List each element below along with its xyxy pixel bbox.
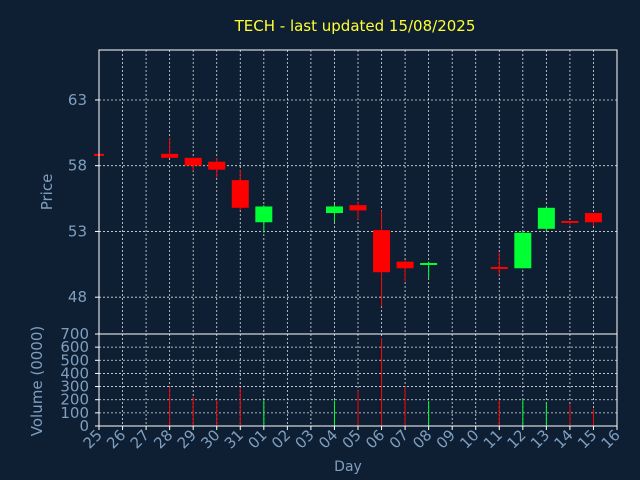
candle-body-14: [561, 220, 579, 223]
candle-body-30: [208, 161, 226, 170]
candle-body-06: [373, 230, 391, 273]
candle-body-05: [349, 205, 367, 211]
day-tick-label-14: 14: [551, 426, 577, 452]
day-tick-label-15: 15: [574, 426, 600, 452]
volume-tick-label-100: 100: [60, 404, 89, 422]
day-tick-label-13: 13: [527, 426, 553, 452]
day-tick-label-12: 12: [503, 426, 529, 452]
candle-body-28: [161, 153, 179, 158]
day-tick-label-27: 27: [127, 426, 153, 452]
day-tick-label-31: 31: [221, 426, 247, 452]
volume-tick-label-400: 400: [60, 364, 89, 382]
day-tick-label-09: 09: [433, 426, 459, 452]
volume-panel-frame: [98, 333, 618, 427]
candle-body-07: [396, 261, 414, 269]
day-tick-label-06: 06: [362, 426, 388, 452]
candle-body-12: [514, 232, 532, 269]
price-tick-label-48: 48: [68, 288, 87, 306]
candle-body-15: [584, 213, 602, 223]
day-tick-label-03: 03: [292, 426, 318, 452]
price-tick-label-63: 63: [68, 91, 87, 109]
day-tick-label-05: 05: [339, 426, 365, 452]
candle-body-08: [420, 263, 438, 265]
price-axis-label: Price: [38, 174, 56, 211]
chart-title: TECH - last updated 15/08/2025: [234, 17, 476, 35]
day-tick-label-10: 10: [456, 426, 482, 452]
volume-axis-label: Volume (0000): [28, 326, 46, 436]
volume-tick-label-600: 600: [60, 338, 89, 356]
candle-body-11: [490, 266, 508, 269]
candle-body-13: [537, 207, 555, 229]
volume-series: [169, 337, 594, 426]
volume-tick-label-700: 700: [60, 325, 89, 343]
day-tick-label-01: 01: [244, 426, 270, 452]
day-tick-label-28: 28: [150, 426, 176, 452]
day-tick-label-26: 26: [103, 426, 129, 452]
day-tick-label-07: 07: [386, 426, 412, 452]
day-tick-label-04: 04: [315, 426, 341, 452]
candle-body-01: [255, 206, 273, 223]
candlestick-series: [94, 138, 602, 307]
x-axis-label: Day: [334, 459, 362, 475]
volume-tick-label-300: 300: [60, 378, 89, 396]
price-panel-grid: [99, 50, 617, 334]
day-tick-label-29: 29: [174, 426, 200, 452]
price-tick-label-58: 58: [68, 157, 87, 175]
day-tick-labels: 2526272829303101020304050607080910111213…: [80, 426, 624, 452]
price-tick-label-53: 53: [68, 222, 87, 240]
volume-tick-label-200: 200: [60, 391, 89, 409]
day-tick-label-16: 16: [598, 426, 624, 452]
candle-body-04: [325, 206, 343, 214]
day-tick-label-11: 11: [480, 426, 506, 452]
volume-tick-label-0: 0: [79, 417, 89, 435]
day-tick-label-08: 08: [409, 426, 435, 452]
volume-tick-label-500: 500: [60, 351, 89, 369]
day-tick-label-02: 02: [268, 426, 294, 452]
candle-body-29: [184, 157, 202, 166]
price-tick-labels: 48 53 58 63: [68, 91, 99, 306]
day-tick-label-30: 30: [197, 426, 223, 452]
candle-body-31: [231, 180, 249, 208]
